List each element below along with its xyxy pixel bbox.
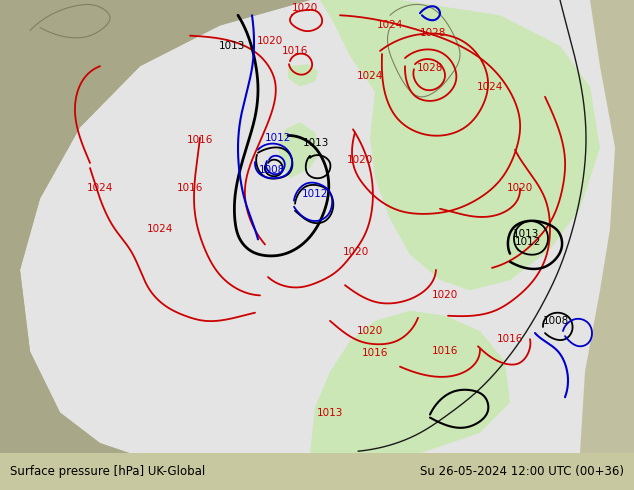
Text: 1008: 1008 [259,165,285,175]
Polygon shape [310,311,510,453]
Text: 1020: 1020 [432,291,458,300]
Polygon shape [0,0,310,453]
Text: 1024: 1024 [477,81,503,92]
Polygon shape [320,0,600,290]
Text: 1020: 1020 [507,183,533,194]
Polygon shape [0,0,634,453]
Text: 1012: 1012 [515,238,541,247]
Text: 1016: 1016 [281,46,308,56]
Text: 1024: 1024 [87,183,113,194]
Text: 1013: 1013 [317,408,343,417]
Text: 1008: 1008 [543,316,569,326]
Text: 1016: 1016 [177,183,203,194]
Text: 1013: 1013 [303,138,329,147]
Polygon shape [20,0,634,453]
Text: 1013: 1013 [513,229,539,239]
Text: 1024: 1024 [357,72,383,81]
Text: 1020: 1020 [347,155,373,165]
Text: Su 26-05-2024 12:00 UTC (00+36): Su 26-05-2024 12:00 UTC (00+36) [420,465,624,478]
Text: 1028: 1028 [417,63,443,73]
Text: 1012: 1012 [302,189,328,198]
Text: 1024: 1024 [147,224,173,234]
Polygon shape [288,64,318,87]
Text: 1020: 1020 [357,326,383,336]
Text: 1028: 1028 [420,27,446,38]
Polygon shape [580,0,634,453]
Text: 1012: 1012 [265,132,291,143]
Text: 1016: 1016 [187,135,213,145]
Text: 1016: 1016 [497,334,523,344]
Text: 1013: 1013 [219,41,245,51]
Text: 1020: 1020 [343,246,369,257]
Text: 1020: 1020 [257,36,283,46]
Text: 1020: 1020 [292,3,318,13]
Text: Surface pressure [hPa] UK-Global: Surface pressure [hPa] UK-Global [10,465,205,478]
Text: 1016: 1016 [432,346,458,356]
Text: 1024: 1024 [377,21,403,30]
Polygon shape [278,122,320,178]
Text: 1016: 1016 [362,348,388,358]
